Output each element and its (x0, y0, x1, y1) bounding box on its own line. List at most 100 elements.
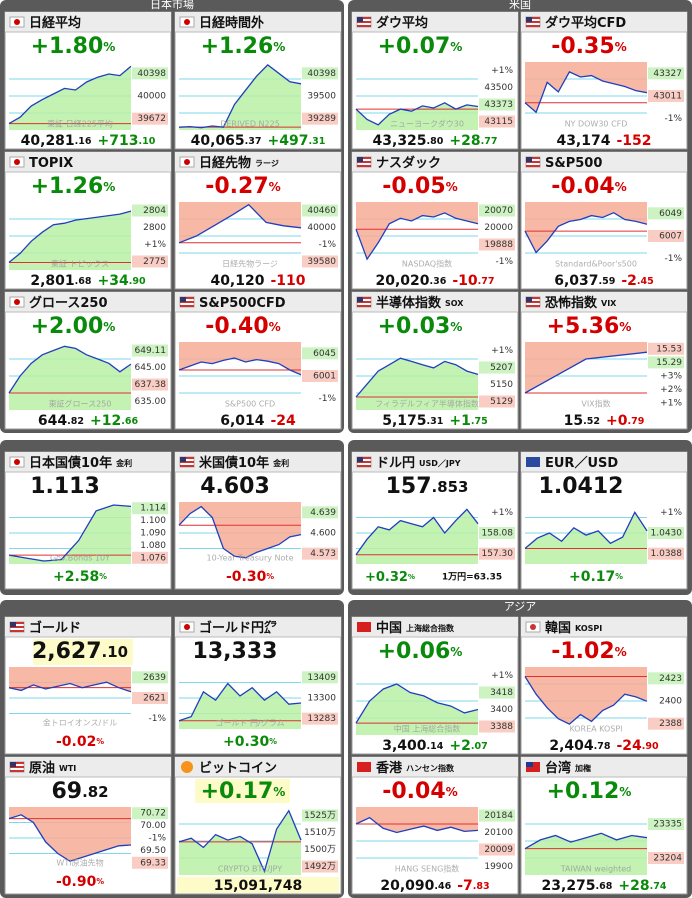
tile-header (521, 757, 687, 777)
tile-name: 台湾 加権 (545, 760, 591, 776)
price-line (524, 351, 648, 394)
price-line (178, 505, 302, 559)
axis-label: 43327 (653, 69, 682, 79)
change-percent: +1.26% (201, 34, 286, 59)
name: ゴールド円㌘ (199, 620, 277, 636)
label-bg (648, 230, 684, 242)
change-percent: -0.04% (551, 174, 627, 199)
name-sub: VIX (601, 299, 617, 308)
change: -24 (271, 413, 297, 429)
label-bg (648, 852, 684, 864)
price-line (8, 681, 132, 693)
name-sub: 上海総合指数 (406, 623, 455, 633)
change: -110 (270, 273, 305, 289)
change-percent: +1.80% (31, 34, 116, 59)
change-dec: .83 (473, 881, 490, 892)
axis-label: 39289 (307, 114, 336, 124)
label-bg (648, 356, 684, 369)
chart-area (525, 202, 647, 253)
flag (357, 762, 371, 772)
percent-sign: % (269, 180, 281, 194)
flag-dot (14, 19, 20, 25)
price-dec: .68 (596, 881, 613, 892)
price-dec: .80 (427, 136, 444, 147)
price-line (8, 65, 132, 125)
label-bg (648, 207, 684, 220)
tile-name: S&P500CFD (199, 296, 286, 311)
tile-header (175, 452, 341, 472)
flag-bg (357, 762, 371, 772)
name: 韓国 (545, 620, 571, 636)
tile-name: ダウ平均CFD (545, 15, 626, 31)
flag-dot (14, 159, 20, 165)
axis-label: 2400 (659, 697, 682, 707)
label-bg (648, 717, 684, 730)
price-dec: .59 (599, 276, 616, 287)
watermark: NY DOW30 CFD (565, 120, 628, 129)
label-bg (132, 692, 168, 704)
flag-dot (14, 299, 20, 305)
flag-canton (526, 157, 532, 162)
percent-value: +2.58 (53, 569, 99, 585)
percent-sign: % (615, 645, 627, 659)
percent-value: +1.80 (31, 34, 104, 59)
watermark: TAIWAN weighted (560, 865, 632, 874)
axis-label: +1% (491, 508, 513, 518)
flag-canton (526, 17, 532, 22)
percent-value: -0.27 (205, 174, 268, 199)
name-sub: USD／JPY (419, 458, 461, 468)
price-line (355, 102, 479, 126)
tile-header (352, 757, 518, 777)
flag (525, 16, 541, 28)
price-dec: .46 (434, 881, 451, 892)
percent-sign: % (450, 320, 462, 334)
label-bg (302, 712, 338, 725)
name: ゴールド (29, 620, 81, 636)
tile-header (5, 152, 171, 172)
percent-value: +2.00 (31, 314, 104, 339)
name: TOPIX (29, 156, 73, 171)
name: 日経先物 (199, 155, 251, 171)
price-int: 6,037 (554, 273, 598, 289)
highlight (33, 639, 133, 665)
label-bg (132, 67, 168, 80)
chart-area (525, 342, 647, 393)
price-line (355, 212, 479, 261)
chart-area (356, 202, 478, 260)
conversion: 1万円=63.35 (442, 572, 502, 583)
tile-name: ダウ平均 (376, 15, 428, 31)
label-bg (479, 527, 515, 539)
watermark: ニューヨークダウ30 (390, 119, 464, 129)
tile-name: 中国 上海総合指数 (376, 620, 455, 636)
flag-bg (526, 457, 540, 467)
axis-label: 5129 (490, 397, 513, 407)
price-int: 644 (38, 413, 67, 429)
flag-canton (357, 157, 363, 162)
flag-stripe (526, 21, 540, 23)
name: ダウ平均CFD (545, 15, 626, 31)
tile-name: 香港 ハンセン指数 (375, 760, 455, 776)
axis-label: 1500万 (304, 845, 336, 855)
chart-area (525, 833, 647, 875)
change: +0 (606, 413, 628, 429)
axis-label: 6049 (659, 209, 682, 219)
axis-label: 1.114 (140, 504, 166, 514)
percent-sign: % (96, 737, 104, 746)
price: 6,014 -24 (220, 413, 296, 429)
axis-label: +1% (144, 240, 166, 250)
flag-canton (357, 297, 363, 302)
price: 43,174 -152 (556, 133, 651, 149)
tile-header (521, 292, 687, 312)
price-int: 43,325 (373, 133, 427, 149)
tile-header (352, 292, 518, 312)
percent-sign: % (103, 320, 115, 334)
label-bg (479, 204, 515, 217)
label-bg (479, 547, 515, 560)
change-percent: +0.30% (223, 734, 277, 750)
price-int: 13,333 (193, 639, 278, 664)
change-percent: +2.00% (31, 314, 116, 339)
watermark: S&P500 CFD (225, 400, 275, 409)
price-line (524, 832, 648, 850)
change-dec: .10 (139, 136, 156, 147)
price-line (178, 682, 302, 722)
